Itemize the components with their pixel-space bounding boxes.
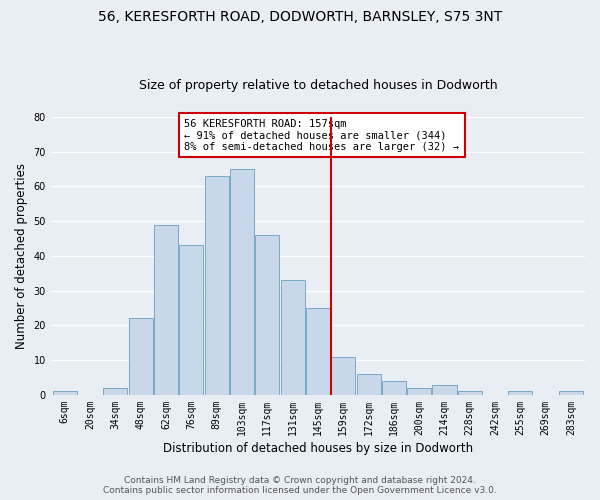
Title: Size of property relative to detached houses in Dodworth: Size of property relative to detached ho… [139, 79, 497, 92]
Bar [331, 356, 355, 395]
Text: 56 KERESFORTH ROAD: 157sqm
← 91% of detached houses are smaller (344)
8% of semi: 56 KERESFORTH ROAD: 157sqm ← 91% of deta… [184, 118, 460, 152]
Bar [458, 392, 482, 395]
Bar [407, 388, 431, 395]
Bar [205, 176, 229, 395]
Text: Contains HM Land Registry data © Crown copyright and database right 2024.
Contai: Contains HM Land Registry data © Crown c… [103, 476, 497, 495]
Bar [53, 392, 77, 395]
Bar [255, 235, 279, 395]
Bar [559, 392, 583, 395]
Bar [356, 374, 380, 395]
Bar [281, 280, 305, 395]
Bar [128, 318, 152, 395]
Bar [508, 392, 532, 395]
Bar [103, 388, 127, 395]
Bar [306, 308, 330, 395]
Bar [230, 169, 254, 395]
Y-axis label: Number of detached properties: Number of detached properties [15, 163, 28, 349]
Text: 56, KERESFORTH ROAD, DODWORTH, BARNSLEY, S75 3NT: 56, KERESFORTH ROAD, DODWORTH, BARNSLEY,… [98, 10, 502, 24]
Bar [433, 384, 457, 395]
Bar [179, 246, 203, 395]
Bar [382, 381, 406, 395]
X-axis label: Distribution of detached houses by size in Dodworth: Distribution of detached houses by size … [163, 442, 473, 455]
Bar [154, 224, 178, 395]
